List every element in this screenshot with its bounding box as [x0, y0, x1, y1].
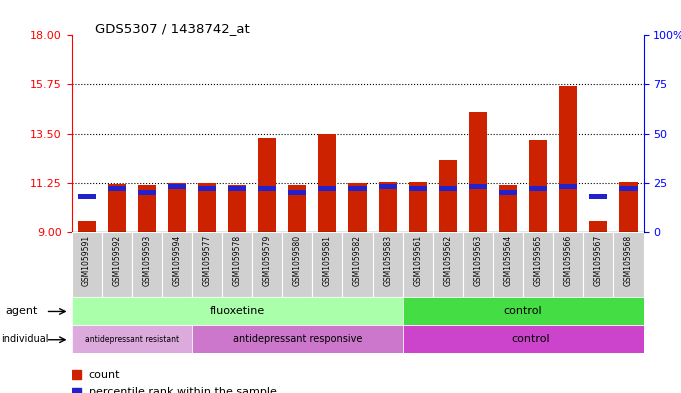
Bar — [192, 232, 222, 297]
Bar — [620, 186, 637, 191]
Text: GSM1059583: GSM1059583 — [383, 235, 392, 286]
Bar — [78, 194, 95, 199]
Bar — [72, 387, 81, 393]
Bar — [620, 182, 637, 232]
Bar — [463, 232, 493, 297]
Bar — [439, 160, 457, 232]
Text: antidepressant responsive: antidepressant responsive — [233, 334, 362, 344]
Bar — [319, 134, 336, 232]
Text: GSM1059564: GSM1059564 — [503, 235, 513, 286]
Bar — [288, 185, 306, 232]
Text: GSM1059562: GSM1059562 — [443, 235, 452, 286]
Bar — [469, 112, 487, 232]
Bar — [138, 190, 156, 195]
Text: GSM1059577: GSM1059577 — [202, 235, 212, 286]
Text: GSM1059579: GSM1059579 — [263, 235, 272, 286]
Bar — [379, 184, 396, 189]
Bar — [343, 232, 373, 297]
Text: GSM1059591: GSM1059591 — [82, 235, 91, 286]
Text: GSM1059565: GSM1059565 — [534, 235, 543, 286]
Bar — [168, 184, 186, 189]
Bar — [402, 325, 659, 353]
Text: percentile rank within the sample: percentile rank within the sample — [89, 387, 276, 393]
Text: individual: individual — [1, 334, 48, 344]
Bar — [101, 232, 131, 297]
Bar — [162, 232, 192, 297]
Bar — [614, 232, 644, 297]
Bar — [409, 186, 427, 191]
Text: GSM1059592: GSM1059592 — [112, 235, 121, 286]
Bar — [288, 190, 306, 195]
Bar — [523, 232, 553, 297]
Bar — [222, 232, 252, 297]
Bar — [559, 86, 577, 232]
Bar — [258, 138, 276, 232]
Bar — [72, 232, 101, 297]
Bar — [499, 190, 517, 195]
Bar — [493, 232, 523, 297]
Bar — [379, 182, 396, 232]
Bar — [192, 325, 402, 353]
Bar — [469, 184, 487, 189]
Text: GSM1059581: GSM1059581 — [323, 235, 332, 286]
Bar — [228, 186, 246, 191]
Text: GSM1059568: GSM1059568 — [624, 235, 633, 286]
Bar — [78, 221, 95, 232]
Bar — [282, 232, 313, 297]
Bar — [402, 232, 433, 297]
Bar — [529, 140, 548, 232]
Text: control: control — [511, 334, 550, 344]
Bar — [108, 186, 126, 191]
Bar — [168, 183, 186, 232]
Bar — [138, 185, 156, 232]
Text: GSM1059578: GSM1059578 — [233, 235, 242, 286]
Bar — [319, 186, 336, 191]
Bar — [228, 185, 246, 232]
Bar — [252, 232, 282, 297]
Text: GSM1059567: GSM1059567 — [594, 235, 603, 286]
Text: GSM1059593: GSM1059593 — [142, 235, 151, 286]
Bar — [131, 232, 162, 297]
Bar — [589, 221, 607, 232]
Bar — [349, 186, 366, 191]
Bar — [433, 232, 463, 297]
Text: GSM1059582: GSM1059582 — [353, 235, 362, 286]
Bar — [584, 232, 614, 297]
Text: fluoxetine: fluoxetine — [210, 306, 265, 316]
Bar — [529, 186, 548, 191]
Text: GDS5307 / 1438742_at: GDS5307 / 1438742_at — [95, 22, 250, 35]
Text: count: count — [89, 369, 120, 380]
Text: GSM1059594: GSM1059594 — [172, 235, 181, 286]
Bar — [72, 297, 402, 325]
Bar — [373, 232, 402, 297]
Bar — [313, 232, 343, 297]
Bar — [439, 186, 457, 191]
Bar — [409, 182, 427, 232]
Text: agent: agent — [5, 306, 38, 316]
Text: GSM1059580: GSM1059580 — [293, 235, 302, 286]
Bar — [499, 185, 517, 232]
Bar — [258, 186, 276, 191]
Bar — [108, 184, 126, 232]
Bar — [589, 194, 607, 199]
Bar — [553, 232, 584, 297]
Bar — [198, 186, 216, 191]
Bar — [559, 184, 577, 189]
Text: GSM1059566: GSM1059566 — [564, 235, 573, 286]
Bar — [72, 370, 81, 379]
Text: control: control — [504, 306, 543, 316]
Text: GSM1059563: GSM1059563 — [473, 235, 482, 286]
Bar — [198, 183, 216, 232]
Text: antidepressant resistant: antidepressant resistant — [84, 335, 179, 343]
Text: GSM1059561: GSM1059561 — [413, 235, 422, 286]
Bar — [349, 184, 366, 232]
Bar — [402, 297, 644, 325]
Bar — [72, 325, 192, 353]
